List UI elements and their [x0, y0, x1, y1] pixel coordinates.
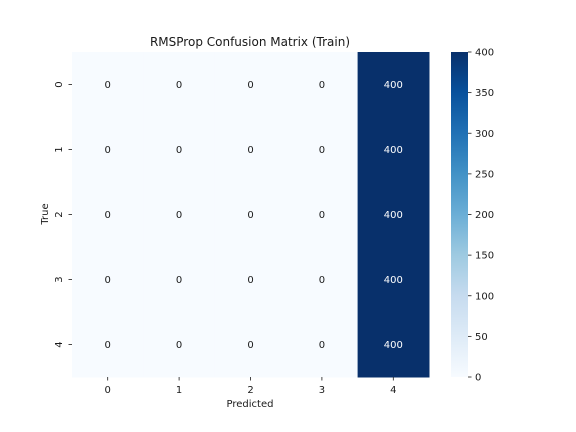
colorbar-ticks: 0 50 100 150 200 250 300 350 400 — [468, 48, 494, 384]
cell-value-label: 0 — [247, 80, 253, 91]
cell-value-label: 0 — [319, 275, 325, 286]
colorbar-tick-label: 0 — [475, 373, 481, 384]
cell-value-label: 0 — [176, 340, 182, 351]
colorbar-tick-label: 250 — [475, 169, 494, 180]
cell-value-label: 0 — [247, 275, 253, 286]
cell-value-label: 0 — [319, 210, 325, 221]
heatmap-cell — [72, 52, 144, 118]
colorbar-tick-label: 100 — [475, 291, 494, 302]
cell-value-label: 0 — [247, 210, 253, 221]
x-tick-label: 4 — [390, 385, 396, 396]
y-tick-label: 3 — [54, 276, 65, 282]
x-tick-label: 0 — [105, 385, 111, 396]
y-axis-ticks: 0 1 2 3 4 — [54, 81, 72, 348]
heatmap-cell — [286, 247, 359, 313]
heatmap-cell — [72, 312, 144, 378]
cell-value-label: 400 — [384, 210, 403, 221]
cell-value-label: 0 — [176, 275, 182, 286]
cell-value-label: 0 — [105, 340, 111, 351]
y-axis-label: True — [40, 203, 51, 225]
y-tick-label: 4 — [54, 341, 65, 347]
heatmap-cell — [72, 117, 144, 183]
y-tick-label: 2 — [54, 211, 65, 217]
y-tick-label: 0 — [54, 81, 65, 87]
colorbar-tick-label: 150 — [475, 251, 494, 262]
cell-value-label: 0 — [247, 340, 253, 351]
heatmap-cell — [214, 312, 287, 378]
heatmap-cells — [72, 52, 430, 378]
x-tick-label: 2 — [247, 385, 253, 396]
heatmap-cell — [286, 312, 359, 378]
cell-value-label: 0 — [105, 145, 111, 156]
cell-value-label: 0 — [105, 275, 111, 286]
heatmap-cell — [143, 117, 216, 183]
heatmap-cell — [214, 52, 287, 118]
heatmap-cell — [357, 117, 430, 183]
heatmap-cell — [143, 182, 216, 248]
heatmap-cell — [357, 182, 430, 248]
cell-value-label: 0 — [105, 210, 111, 221]
heatmap-cell — [357, 52, 430, 118]
heatmap-cell — [72, 182, 144, 248]
cell-value-label: 0 — [176, 80, 182, 91]
cell-value-label: 0 — [319, 340, 325, 351]
heatmap-cell — [143, 312, 216, 378]
cell-value-label: 400 — [384, 340, 403, 351]
cell-value-label: 400 — [384, 145, 403, 156]
colorbar-tick-label: 50 — [475, 332, 488, 343]
cell-value-label: 0 — [319, 80, 325, 91]
heatmap-cell — [286, 52, 359, 118]
cell-value-label: 0 — [247, 145, 253, 156]
colorbar-tick-label: 200 — [475, 210, 494, 221]
heatmap-cell — [214, 117, 287, 183]
cell-value-label: 0 — [319, 145, 325, 156]
x-tick-label: 1 — [176, 385, 182, 396]
heatmap-cell — [143, 247, 216, 313]
heatmap-cell — [357, 247, 430, 313]
heatmap-cell — [286, 182, 359, 248]
heatmap-cell — [286, 117, 359, 183]
y-tick-label: 1 — [54, 146, 65, 152]
cell-value-label: 400 — [384, 80, 403, 91]
colorbar-tick-label: 300 — [475, 129, 494, 140]
cell-value-label: 0 — [176, 145, 182, 156]
cell-value-label: 0 — [176, 210, 182, 221]
x-axis-label: Predicted — [227, 399, 274, 410]
colorbar-tick-label: 400 — [475, 48, 494, 59]
heatmap-cell — [214, 182, 287, 248]
x-tick-label: 3 — [319, 385, 325, 396]
heatmap-cell — [143, 52, 216, 118]
chart-title: RMSProp Confusion Matrix (Train) — [150, 35, 350, 49]
x-axis-ticks: 0 1 2 3 4 — [105, 377, 396, 396]
heatmap-cell-labels: 0 0 0 0 400 0 0 0 0 400 0 0 0 0 400 0 0 0 0 400 0 0 0 0 400 — [105, 80, 403, 351]
colorbar-tick-label: 350 — [475, 88, 494, 99]
heatmap-cell — [214, 247, 287, 313]
colorbar — [451, 52, 468, 377]
cell-value-label: 0 — [105, 80, 111, 91]
cell-value-label: 400 — [384, 275, 403, 286]
heatmap-cell — [72, 247, 144, 313]
heatmap-cell — [357, 312, 430, 378]
